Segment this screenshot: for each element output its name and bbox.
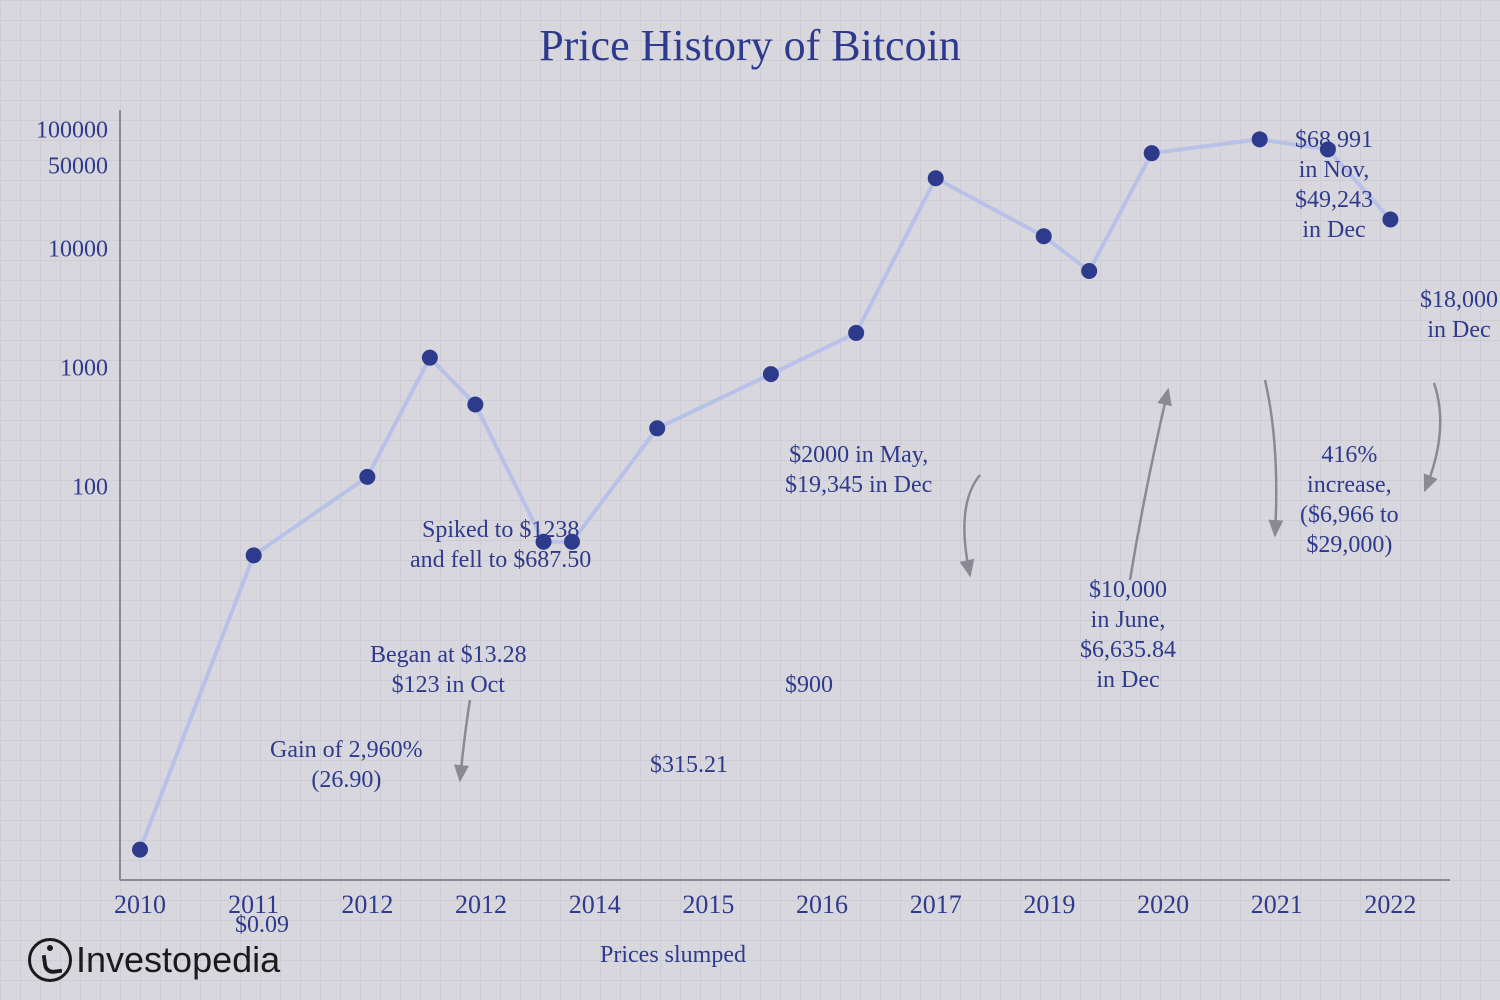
data-point <box>1382 211 1398 227</box>
data-point <box>246 547 262 563</box>
annotation-label: Spiked to $1238 and fell to $687.50 <box>410 515 591 575</box>
x-tick-label: 2022 <box>1364 890 1416 920</box>
data-point <box>422 350 438 366</box>
annotation-label: $18,000 in Dec <box>1420 285 1498 345</box>
x-tick-label: 2020 <box>1137 890 1189 920</box>
annotation-arrow <box>460 700 470 780</box>
data-point <box>1252 131 1268 147</box>
y-tick-label: 100 <box>72 474 108 501</box>
annotation-label: Began at $13.28 $123 in Oct <box>370 640 527 700</box>
y-tick-label: 1000 <box>60 355 108 382</box>
data-point <box>467 396 483 412</box>
y-tick-label: 100000 <box>36 117 108 144</box>
annotation-label: $0.09 <box>235 910 289 940</box>
x-tick-label: 2017 <box>910 890 962 920</box>
data-point <box>1081 263 1097 279</box>
data-point <box>763 366 779 382</box>
x-tick-label: 2015 <box>682 890 734 920</box>
brand-footer: Investopedia <box>28 938 280 982</box>
investopedia-icon <box>28 938 72 982</box>
x-tick-label: 2016 <box>796 890 848 920</box>
data-point <box>848 325 864 341</box>
x-tick-label: 2010 <box>114 890 166 920</box>
annotation-label: $900 <box>785 670 833 700</box>
data-point <box>359 469 375 485</box>
data-point <box>132 842 148 858</box>
x-tick-label: 2014 <box>569 890 621 920</box>
data-point <box>649 420 665 436</box>
brand-name: Investopedia <box>76 939 280 981</box>
annotation-arrow <box>964 475 980 575</box>
annotation-arrows <box>460 380 1440 780</box>
annotation-label: $10,000 in June, $6,635.84 in Dec <box>1080 575 1176 695</box>
annotation-label: $2000 in May, $19,345 in Dec <box>785 440 932 500</box>
annotation-label: $315.21 <box>650 750 728 780</box>
annotation-arrow <box>1265 380 1276 535</box>
chart-title: Price History of Bitcoin <box>0 20 1500 71</box>
data-point <box>1144 145 1160 161</box>
annotation-label: $68,991 in Nov, $49,243 in Dec <box>1295 125 1373 245</box>
x-tick-label: 2012 <box>455 890 507 920</box>
annotation-arrow <box>1425 383 1440 490</box>
x-tick-label: 2021 <box>1251 890 1303 920</box>
x-tick-label: 2012 <box>341 890 393 920</box>
y-tick-label: 10000 <box>48 236 108 263</box>
data-point <box>928 170 944 186</box>
annotation-arrow <box>1130 390 1168 580</box>
y-tick-label: 50000 <box>48 153 108 180</box>
annotation-label: Prices slumped <box>600 940 746 970</box>
x-tick-label: 2019 <box>1023 890 1075 920</box>
data-point <box>1036 228 1052 244</box>
annotation-label: 416% increase, ($6,966 to $29,000) <box>1300 440 1399 560</box>
annotation-label: Gain of 2,960% (26.90) <box>270 735 423 795</box>
